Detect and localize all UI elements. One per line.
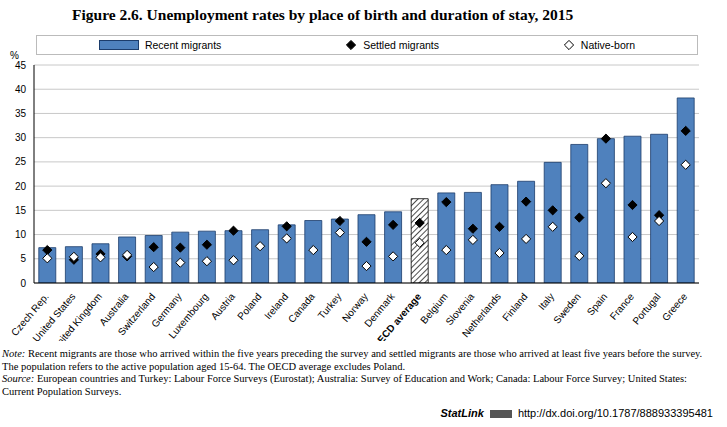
html-text:Note: Recent migrants are thos: Note: Recent migrants are those who arri… xyxy=(2,348,703,372)
svg-text:Netherlands: Netherlands xyxy=(460,291,503,339)
html-text:Figure 2.6. Unemployment rates: Figure 2.6. Unemployment rates by place … xyxy=(72,6,574,23)
svg-text:0: 0 xyxy=(20,278,26,289)
svg-text:Slovenia: Slovenia xyxy=(443,290,477,328)
svg-text:Norway: Norway xyxy=(339,290,371,324)
svg-text:Germany: Germany xyxy=(149,290,184,330)
svg-text:Denmark: Denmark xyxy=(362,290,397,330)
svg-text:OECD average: OECD average xyxy=(370,291,423,341)
html-text:Settled migrants: Settled migrants xyxy=(363,39,439,51)
html-text:Recent migrants: Recent migrants xyxy=(144,39,222,51)
svg-text:Sweden: Sweden xyxy=(551,291,583,326)
svg-text:Portugal: Portugal xyxy=(630,291,662,327)
svg-text:United Kingdom: United Kingdom xyxy=(50,291,104,341)
svg-text:Belgium: Belgium xyxy=(418,290,450,326)
svg-text:40: 40 xyxy=(15,84,27,95)
html-text:Source: European countries and: Source: European countries and Turkey: L… xyxy=(2,373,687,397)
svg-text:Switzerland: Switzerland xyxy=(116,291,158,338)
html-text:StatLink: StatLink xyxy=(440,407,484,419)
svg-text:30: 30 xyxy=(15,132,27,143)
svg-text:Czech Rep.: Czech Rep. xyxy=(8,290,51,338)
svg-text:15: 15 xyxy=(15,205,27,216)
svg-text:Canada: Canada xyxy=(286,291,317,325)
svg-text:Austria: Austria xyxy=(209,291,238,322)
svg-text:France: France xyxy=(607,290,637,322)
svg-text:45: 45 xyxy=(15,60,27,71)
svg-text:25: 25 xyxy=(15,156,27,167)
svg-text:Turkey: Turkey xyxy=(315,290,344,322)
svg-text:Italy: Italy xyxy=(536,291,556,312)
svg-text:Spain: Spain xyxy=(585,291,610,318)
svg-text:35: 35 xyxy=(15,108,27,119)
svg-text:Luxembourg: Luxembourg xyxy=(166,291,210,341)
svg-text:Finland: Finland xyxy=(500,291,530,323)
svg-text:Australia: Australia xyxy=(97,290,131,328)
svg-text:10: 10 xyxy=(15,229,27,240)
html-text:http://dx.doi.org/10.1787/8889: http://dx.doi.org/10.1787/888933395481 xyxy=(517,407,713,419)
svg-text:20: 20 xyxy=(15,181,27,192)
svg-text:Poland: Poland xyxy=(235,291,263,322)
svg-text:5: 5 xyxy=(20,253,26,264)
svg-text:Ireland: Ireland xyxy=(262,290,291,322)
svg-text:Greece: Greece xyxy=(660,291,690,324)
html-text:Native-born: Native-born xyxy=(580,39,636,51)
